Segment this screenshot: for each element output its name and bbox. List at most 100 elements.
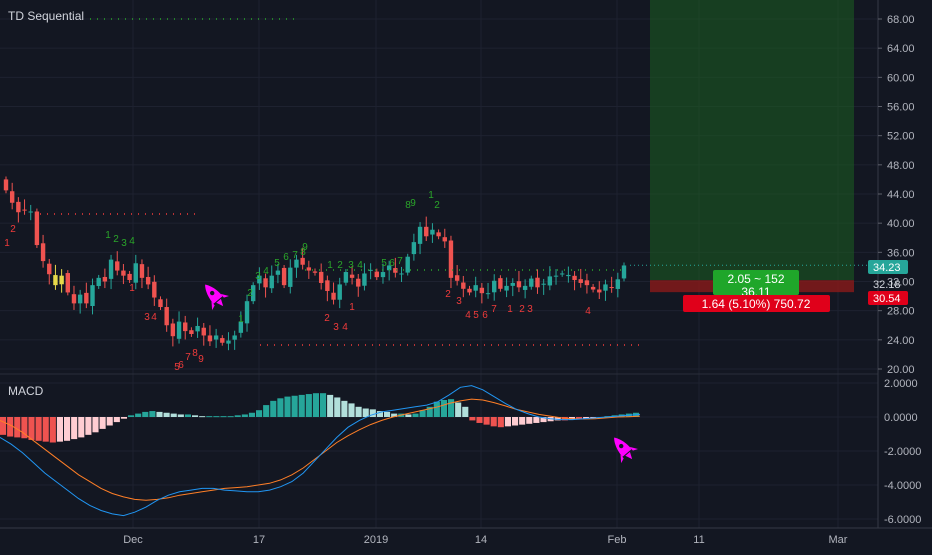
macd-histogram-bar <box>85 417 92 435</box>
candle-series <box>3 176 627 351</box>
candle-body <box>621 265 627 279</box>
macd-histogram-bar <box>248 412 255 417</box>
candle-body <box>590 286 596 290</box>
candle-body <box>368 269 373 271</box>
macd-series <box>0 385 641 517</box>
macd-histogram-bar <box>554 417 561 421</box>
macd-histogram-bar <box>469 417 476 421</box>
price-tick-label: 56.00 <box>887 102 915 114</box>
candle-body <box>504 285 509 291</box>
macd-histogram-bar <box>576 417 583 420</box>
td-setup-down-count: 3 <box>144 312 150 323</box>
candle-body <box>170 323 176 337</box>
macd-histogram-bar <box>391 413 398 417</box>
profit-label-box[interactable]: 2.05 ~ 152 36.11 <box>713 270 799 299</box>
td-setup-up-count: 1 <box>105 230 111 241</box>
loss-label-box[interactable]: 1.64 (5.10%) 750.72 <box>683 295 830 312</box>
candle-body <box>467 288 472 293</box>
main-pane-title[interactable]: TD Sequential <box>8 9 84 23</box>
time-tick-label: Mar <box>829 534 848 546</box>
td-setup-down-count: 6 <box>178 360 184 371</box>
macd-histogram-bar <box>71 417 78 440</box>
candle-body <box>615 279 621 289</box>
time-axis[interactable]: Dec 17 2019 14 Feb 11 Mar <box>123 534 848 546</box>
macd-histogram-bar <box>561 417 568 421</box>
macd-histogram-bar <box>533 417 540 423</box>
candle-body <box>516 281 522 288</box>
candle-body <box>207 335 213 342</box>
candle-body <box>275 270 281 275</box>
td-setup-up-count: 2 <box>113 234 119 245</box>
macd-histogram-bar <box>199 416 206 418</box>
candle-body <box>547 276 553 286</box>
candle-body <box>362 273 367 286</box>
rocket-icon <box>614 437 638 464</box>
candle-body <box>16 201 21 213</box>
current-price-label: 34.23 <box>873 262 901 274</box>
candle-body <box>584 280 590 286</box>
candle-body <box>238 321 244 333</box>
td-setup-up-count: 3 <box>348 260 354 271</box>
price-tick-label: 32.00 <box>887 277 915 289</box>
td-setup-down-count: 1 <box>349 302 355 313</box>
td-setup-down-count: 4 <box>342 322 348 333</box>
macd-histogram-bar <box>540 417 547 423</box>
macd-histogram-bar <box>277 398 284 417</box>
candle-body <box>436 232 441 237</box>
candle-body <box>572 275 577 281</box>
macd-histogram-bar <box>526 417 533 424</box>
candle-body <box>541 283 546 285</box>
candle-body <box>257 275 262 284</box>
macd-histogram-bar <box>99 417 106 429</box>
td-setup-up-count: 6 <box>389 258 395 269</box>
candle-body <box>269 275 274 289</box>
candle-body <box>145 276 151 285</box>
macd-histogram-bar <box>490 417 497 427</box>
position-zones <box>630 0 878 293</box>
candle-body <box>96 277 101 287</box>
candle-body <box>405 256 410 273</box>
macd-pane-title[interactable]: MACD <box>8 384 44 398</box>
macd-histogram-bar <box>135 413 142 417</box>
td-setup-up-count: 9 <box>410 198 416 209</box>
candle-body <box>461 282 466 289</box>
macd-histogram-bar <box>519 417 526 425</box>
macd-histogram-bar <box>206 416 213 418</box>
td-setup-up-count: 4 <box>357 260 363 271</box>
macd-histogram-bar <box>227 416 234 418</box>
candle-body <box>318 271 324 283</box>
time-tick-label: 17 <box>253 534 265 546</box>
macd-histogram-bar <box>426 406 433 417</box>
td-setup-up-count: 3 <box>255 271 261 282</box>
price-tick-label: 36.00 <box>887 247 915 259</box>
macd-histogram-bar <box>241 414 248 417</box>
macd-tick-label: 0.0000 <box>884 412 918 424</box>
price-marker-mid: 32.18 <box>873 279 901 291</box>
td-setup-up-count: 1 <box>327 260 333 271</box>
price-axis[interactable]: 68.00 64.00 60.00 56.00 52.00 48.00 44.00 40.00… <box>878 14 915 376</box>
candle-body <box>566 274 571 277</box>
candle-body <box>152 281 157 298</box>
candle-body <box>220 338 225 343</box>
candle-body <box>473 285 478 291</box>
candle-body <box>386 265 392 271</box>
candle-body <box>522 285 528 290</box>
candle-body <box>349 274 355 278</box>
td-setup-up-count: 8 <box>405 200 411 211</box>
td-setup-up-count: 4 <box>263 266 269 277</box>
macd-axis[interactable]: 2.0000 0.0000 -2.0000 -4.0000 -6.0000 <box>884 378 921 526</box>
candle-body <box>485 293 491 295</box>
candle-body <box>560 273 565 275</box>
macd-histogram-bar <box>21 417 28 439</box>
loss-label: 1.64 (5.10%) 750.72 <box>702 297 811 311</box>
macd-histogram-bar <box>7 417 14 437</box>
td-setup-down-count: 4 <box>465 310 471 321</box>
macd-histogram-bar <box>256 410 263 417</box>
macd-histogram-bar <box>327 394 334 417</box>
td-setup-down-count: 2 <box>519 304 525 315</box>
td-setup-up-count: 2 <box>434 200 440 211</box>
td-setup-down-count: 4 <box>585 306 591 317</box>
candle-body <box>442 237 447 242</box>
